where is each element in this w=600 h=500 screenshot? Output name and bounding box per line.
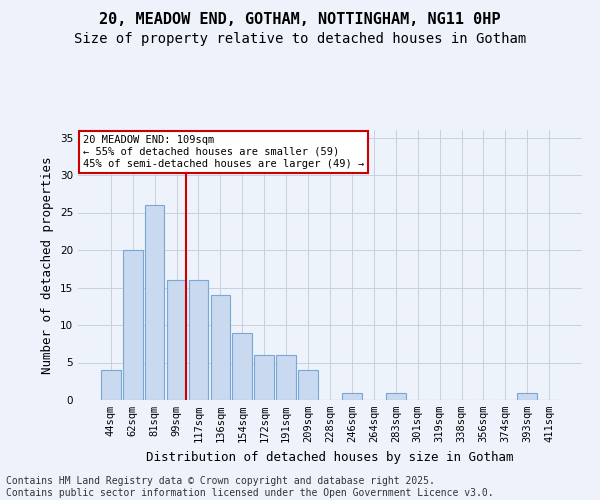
Text: Contains HM Land Registry data © Crown copyright and database right 2025.
Contai: Contains HM Land Registry data © Crown c… xyxy=(6,476,494,498)
Bar xyxy=(232,332,252,400)
Bar xyxy=(276,355,296,400)
X-axis label: Distribution of detached houses by size in Gotham: Distribution of detached houses by size … xyxy=(146,450,514,464)
Bar xyxy=(342,392,362,400)
Bar xyxy=(123,250,143,400)
Bar xyxy=(211,295,230,400)
Bar xyxy=(145,205,164,400)
Text: 20, MEADOW END, GOTHAM, NOTTINGHAM, NG11 0HP: 20, MEADOW END, GOTHAM, NOTTINGHAM, NG11… xyxy=(99,12,501,28)
Bar xyxy=(298,370,318,400)
Text: Size of property relative to detached houses in Gotham: Size of property relative to detached ho… xyxy=(74,32,526,46)
Y-axis label: Number of detached properties: Number of detached properties xyxy=(41,156,55,374)
Bar xyxy=(386,392,406,400)
Bar xyxy=(167,280,187,400)
Text: 20 MEADOW END: 109sqm
← 55% of detached houses are smaller (59)
45% of semi-deta: 20 MEADOW END: 109sqm ← 55% of detached … xyxy=(83,136,364,168)
Bar xyxy=(254,355,274,400)
Bar xyxy=(188,280,208,400)
Bar xyxy=(101,370,121,400)
Bar xyxy=(517,392,537,400)
